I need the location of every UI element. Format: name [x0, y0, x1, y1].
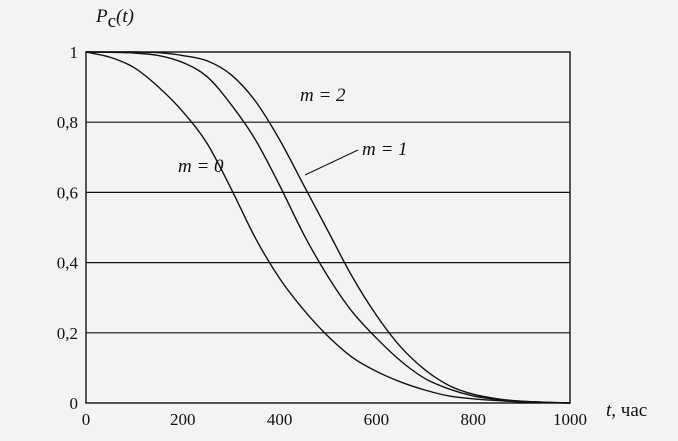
annotation-m1: m = 1	[362, 139, 408, 160]
grid-lines	[86, 121, 570, 334]
y-tick-label: 0,8	[57, 113, 78, 132]
x-axis-label-symbol: t	[606, 400, 612, 421]
x-axis-label: t, час	[606, 400, 647, 421]
x-axis-label-unit: , час	[611, 400, 647, 421]
y-tick-labels: 0 0,2 0,4 0,6 0,8 1	[57, 43, 79, 413]
x-tick-label: 200	[170, 410, 196, 429]
y-tick-label: 0,4	[57, 254, 79, 273]
y-tick-label: 0,2	[57, 324, 78, 343]
annotation-m2: m = 2	[300, 85, 346, 106]
series-line-m2	[85, 51, 571, 404]
x-tick-label: 400	[267, 410, 293, 429]
plot-frame	[85, 51, 571, 404]
y-axis-label-arg: (t)	[116, 6, 134, 27]
y-axis-label-symbol: P	[95, 6, 108, 27]
x-tick-labels: 0 200 400 600 800 1000	[82, 410, 587, 429]
annotation-m0: m = 0	[178, 156, 224, 177]
series-layer	[85, 51, 571, 404]
series-line-m1	[85, 51, 571, 404]
y-tick-label: 1	[70, 43, 79, 62]
x-tick-label: 1000	[553, 410, 587, 429]
y-tick-label: 0	[70, 394, 79, 413]
annotation-m1-leader	[304, 149, 359, 176]
y-tick-label: 0,6	[57, 183, 78, 202]
x-tick-label: 0	[82, 410, 91, 429]
x-tick-label: 800	[460, 410, 486, 429]
y-axis-label: Pc(t)	[95, 6, 134, 32]
series-line-m0	[85, 51, 571, 404]
x-tick-label: 600	[364, 410, 390, 429]
y-axis-label-subscript: c	[108, 11, 116, 32]
